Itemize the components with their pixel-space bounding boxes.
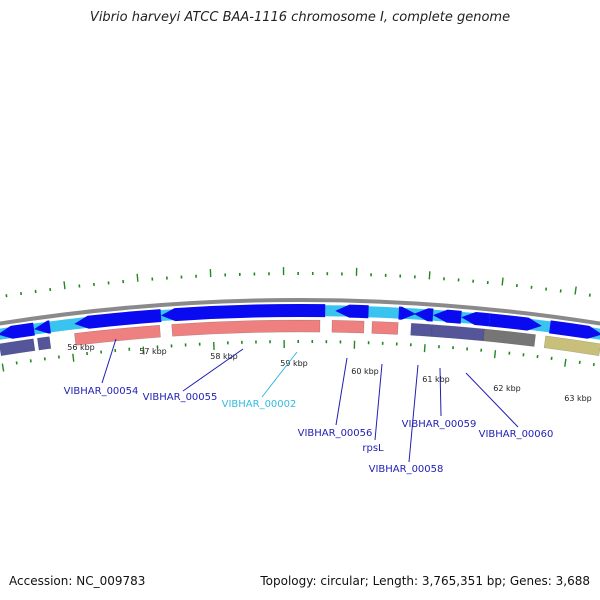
cds-arrow (433, 309, 462, 324)
gene-block (431, 324, 485, 342)
tick-label-61-kbp: 61 kbp (422, 375, 450, 384)
leader-line-vibhar-00060 (465, 372, 519, 428)
leader-line-vibhar-00002 (261, 351, 298, 398)
gene-block (371, 321, 399, 335)
gene-label-rpsl: rpsL (362, 443, 384, 454)
gene-label-vibhar-00054: VIBHAR_00054 (64, 386, 139, 397)
inner-tick-mark (72, 353, 75, 362)
tick-label-62-kbp: 62 kbp (493, 384, 521, 393)
outer-tick-mark (63, 281, 66, 290)
gene-block (37, 336, 52, 351)
tick-label-59-kbp: 59 kbp (280, 359, 308, 368)
outer-tick-mark (428, 271, 431, 280)
gene-block (483, 328, 536, 347)
tick-label-58-kbp: 58 kbp (210, 352, 238, 361)
backbone-layer (0, 298, 600, 326)
feature-layer (0, 304, 600, 357)
gene-label-vibhar-00058: VIBHAR_00058 (369, 464, 444, 475)
cds-arrow (488, 313, 542, 331)
gene-block (543, 335, 600, 357)
genome-summary-text: Topology: circular; Length: 3,765,351 bp… (260, 574, 590, 588)
outer-tick-mark (501, 277, 504, 286)
cds-arrow (74, 309, 162, 329)
leader-line-vibhar-00054 (101, 338, 117, 384)
leader-line-vibhar-00056 (335, 357, 348, 426)
gene-label-vibhar-00060: VIBHAR_00060 (479, 429, 554, 440)
tick-label-56-kbp: 56 kbp (67, 343, 95, 352)
cds-arrow (335, 304, 369, 319)
gene-label-vibhar-00002: VIBHAR_00002 (222, 399, 297, 410)
tick-label-63-kbp: 63 kbp (564, 394, 592, 403)
inner-tick-mark (493, 350, 497, 359)
leader-line-vibhar-00059 (439, 367, 442, 417)
tick-label-60-kbp: 60 kbp (351, 367, 379, 376)
gene-label-vibhar-00055: VIBHAR_00055 (143, 392, 218, 403)
gene-block (171, 319, 321, 337)
gene-block (410, 322, 433, 337)
gene-label-vibhar-00059: VIBHAR_00059 (402, 419, 477, 430)
cds-arrow (160, 304, 326, 322)
cds-arrow (33, 320, 51, 334)
map-title: Vibrio harveyi ATCC BAA-1116 chromosome … (89, 10, 511, 25)
cds-arrow (461, 312, 491, 327)
leader-line-vibhar-00058 (408, 364, 419, 463)
inner-tick-mark (423, 344, 426, 353)
cds-arrow (549, 320, 600, 339)
cds-arrow (413, 308, 434, 322)
label-layer: 56 kbp 57 kbp 58 kbp 59 kbp 60 kbp 61 kb… (64, 338, 592, 475)
leader-line-rpsl (374, 363, 383, 441)
gene-label-vibhar-00056: VIBHAR_00056 (298, 428, 373, 439)
leader-line-vibhar-00055 (182, 348, 244, 392)
cds-arrow (398, 306, 416, 320)
outer-tick-mark (136, 273, 139, 282)
outer-tick-mark (574, 286, 577, 295)
genome-backbone (0, 298, 600, 326)
cds-arrow (0, 322, 35, 339)
inner-tick-mark (142, 346, 145, 355)
tick-layer (1, 267, 595, 372)
inner-tick-mark (564, 358, 567, 367)
accession-text: Accession: NC_009783 (9, 574, 146, 588)
gene-block (74, 324, 161, 346)
tick-label-57-kbp: 57 kbp (139, 347, 167, 356)
inner-tick-mark (1, 363, 5, 372)
gene-block (0, 338, 36, 357)
gene-block (331, 320, 365, 334)
